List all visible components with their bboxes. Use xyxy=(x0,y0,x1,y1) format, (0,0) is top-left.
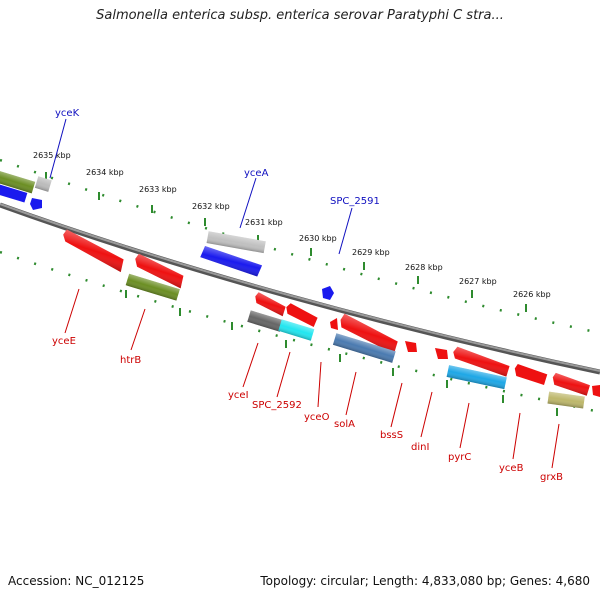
gene-feature xyxy=(514,364,548,385)
gene-feature xyxy=(330,318,338,330)
gene-feature xyxy=(322,286,334,300)
gene-label-grxB: grxB xyxy=(540,472,563,483)
gene-feature xyxy=(286,303,318,327)
backbone-line-highlight xyxy=(0,203,600,372)
backbone-line xyxy=(0,202,600,375)
leader-lines-bottom xyxy=(64,288,560,469)
genes-lower xyxy=(63,229,600,409)
gene-feature xyxy=(30,198,42,210)
gene-label-yceE: yceE xyxy=(52,336,76,347)
gene-feature xyxy=(405,341,417,352)
gene-label-htrB: htrB xyxy=(120,355,141,366)
gene-feature xyxy=(592,385,600,397)
kbp-label: 2632 kbp xyxy=(192,202,230,211)
kbp-label: 2630 kbp xyxy=(299,234,337,243)
major-ticks-upper xyxy=(45,172,527,312)
major-ticks-lower xyxy=(125,290,558,416)
kbp-label: 2628 kbp xyxy=(405,263,443,272)
gene-feature xyxy=(435,348,448,359)
kbp-label: 2627 kbp xyxy=(459,277,497,286)
kbp-label: 2635 kbp xyxy=(33,151,71,160)
gene-label-yceK: yceK xyxy=(55,108,80,119)
gene-label-solA: solA xyxy=(334,419,355,430)
kbp-label: 2634 kbp xyxy=(86,168,124,177)
gene-label-SPC_2592: SPC_2592 xyxy=(252,400,302,411)
kbp-label: 2633 kbp xyxy=(139,185,177,194)
gene-label-pyrC: pyrC xyxy=(448,452,471,463)
kbp-label: 2629 kbp xyxy=(352,248,390,257)
map-title: Salmonella enterica subsp. enterica sero… xyxy=(96,8,504,23)
kbp-label: 2631 kbp xyxy=(245,218,283,227)
gene-feature xyxy=(0,181,28,203)
leader-lines-top xyxy=(49,118,353,255)
gene-label-yceO: yceO xyxy=(304,412,330,423)
accession-text: Accession: NC_012125 xyxy=(8,574,145,588)
gene-label-SPC_2591: SPC_2591 xyxy=(330,196,380,207)
gene-label-bssS: bssS xyxy=(380,430,403,441)
summary-text: Topology: circular; Length: 4,833,080 bp… xyxy=(260,574,590,588)
gene-label-yceA: yceA xyxy=(244,168,269,179)
kbp-label: 2626 kbp xyxy=(513,290,551,299)
genes-upper xyxy=(0,169,334,300)
gene-label-dinI: dinI xyxy=(411,442,429,453)
gene-label-yceB: yceB xyxy=(499,463,524,474)
gene-label-yceI: yceI xyxy=(228,390,249,401)
